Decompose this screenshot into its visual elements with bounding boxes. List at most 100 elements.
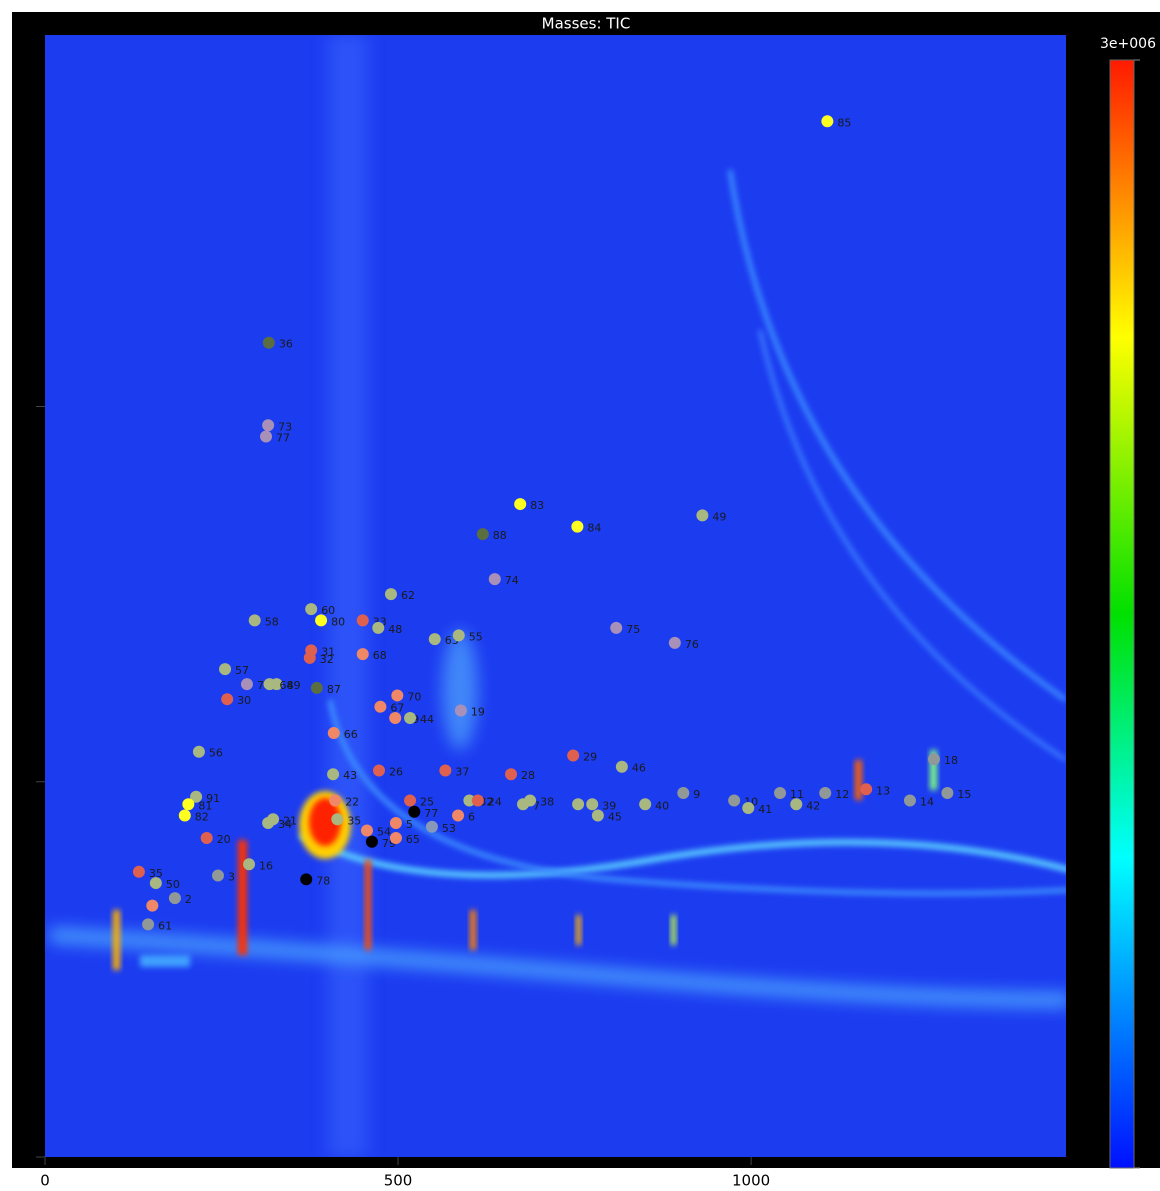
peak-marker [241, 678, 253, 690]
peak-marker [616, 761, 628, 773]
peak-label: 77 [424, 807, 438, 820]
peak-marker [821, 115, 833, 127]
peak-label: 44 [420, 713, 434, 726]
peak-label: 56 [209, 747, 223, 760]
peak-marker [404, 712, 416, 724]
peak-label: 42 [806, 799, 820, 812]
y-tick-label: 1 [13, 777, 31, 787]
peak-marker [249, 614, 261, 626]
peak-marker [374, 701, 386, 713]
peak-label: 24 [488, 796, 502, 809]
peak-marker [742, 802, 754, 814]
peak-marker [774, 787, 786, 799]
peak-marker [219, 663, 231, 675]
peak-label: 20 [217, 833, 231, 846]
peak-marker [366, 836, 378, 848]
peak-label: 18 [944, 754, 958, 767]
peak-marker [452, 810, 464, 822]
peak-label: 49 [712, 510, 726, 523]
peak-marker [133, 866, 145, 878]
peak-marker [179, 810, 191, 822]
peak-marker [385, 588, 397, 600]
peak-label: 13 [876, 784, 890, 797]
peak-marker [567, 749, 579, 761]
peak-label: 65 [406, 833, 420, 846]
peak-marker [212, 870, 224, 882]
chart-title: Masses: TIC [542, 15, 631, 33]
peak-label: 61 [158, 919, 172, 932]
colorbar-label: 115605 [1101, 1172, 1154, 1188]
peak-label: 6 [468, 811, 475, 824]
peak-label: 40 [655, 799, 669, 812]
peak-marker [610, 622, 622, 634]
peak-label: 29 [583, 750, 597, 763]
peak-marker [904, 795, 916, 807]
peak-marker [327, 768, 339, 780]
x-tick-label: 0 [40, 1172, 50, 1190]
peak-label: 15 [957, 788, 971, 801]
peak-marker [373, 764, 385, 776]
peak-marker [391, 689, 403, 701]
y-tick-label: 2 [13, 402, 31, 412]
peak-label: 77 [276, 432, 290, 445]
peak-marker [221, 693, 233, 705]
peak-marker [524, 795, 536, 807]
peak-label: 83 [530, 499, 544, 512]
peak-label: 43 [343, 769, 357, 782]
peak-marker [728, 795, 740, 807]
peak-label: 34 [278, 818, 292, 831]
peak-marker [819, 787, 831, 799]
peak-marker [477, 528, 489, 540]
peak-marker [304, 652, 316, 664]
peak-marker [453, 629, 465, 641]
peak-marker [928, 753, 940, 765]
peak-label: 85 [837, 116, 851, 129]
peak-label: 62 [401, 589, 415, 602]
peak-marker [146, 900, 158, 912]
peak-marker [389, 712, 401, 724]
peak-marker [305, 603, 317, 615]
peak-marker [790, 798, 802, 810]
peak-marker [182, 798, 194, 810]
peak-label: 32 [320, 653, 334, 666]
peak-marker [169, 892, 181, 904]
heatmap-background [45, 35, 1070, 1157]
peak-marker [328, 727, 340, 739]
peak-label: 57 [235, 664, 249, 677]
peak-marker [439, 764, 451, 776]
peak-label: 68 [373, 649, 387, 662]
peak-marker [489, 573, 501, 585]
colorbar-label: 3e+006 [1100, 36, 1156, 52]
peak-label: 9 [693, 788, 700, 801]
peak-label: 87 [327, 683, 341, 696]
peak-marker [262, 817, 274, 829]
peak-label: 55 [469, 630, 483, 643]
peak-marker [311, 682, 323, 694]
peak-marker [300, 873, 312, 885]
peak-marker [315, 614, 327, 626]
peak-marker [357, 614, 369, 626]
peak-marker [390, 832, 402, 844]
peak-label: 14 [920, 796, 934, 809]
peak-marker [677, 787, 689, 799]
peak-marker [404, 795, 416, 807]
peak-marker [586, 798, 598, 810]
peak-marker [260, 431, 272, 443]
peak-marker [860, 783, 872, 795]
peak-label: 26 [389, 765, 403, 778]
peak-label: 12 [835, 788, 849, 801]
peak-marker [472, 795, 484, 807]
x-tick-label: 1000 [732, 1172, 770, 1190]
peak-marker [408, 806, 420, 818]
peak-label: 46 [632, 762, 646, 775]
peak-label: 35 [347, 814, 361, 827]
peak-label: 58 [265, 615, 279, 628]
peak-label: 36 [279, 338, 293, 351]
peak-marker [455, 704, 467, 716]
peak-label: 48 [388, 623, 402, 636]
peak-marker [514, 498, 526, 510]
peak-marker [592, 810, 604, 822]
peak-label: 75 [626, 623, 640, 636]
peak-marker [329, 795, 341, 807]
peak-label: 76 [685, 638, 699, 651]
